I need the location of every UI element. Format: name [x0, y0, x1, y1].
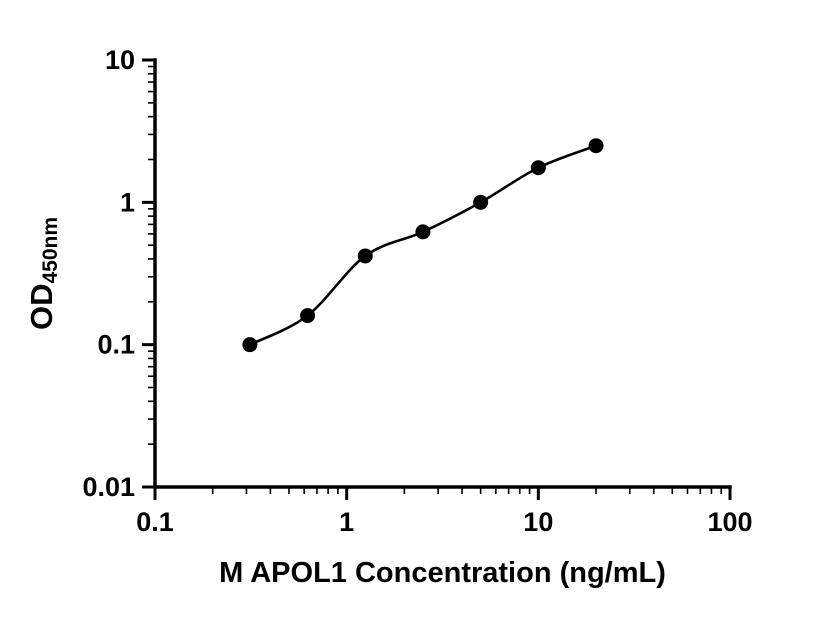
- x-tick-label: 100: [707, 507, 752, 537]
- x-tick-label: 1: [339, 507, 354, 537]
- y-axis-title: OD450nm: [24, 217, 62, 330]
- data-point: [242, 337, 258, 353]
- y-tick-label: 10: [105, 45, 135, 75]
- x-tick-label: 0.1: [136, 507, 174, 537]
- x-tick-label: 10: [523, 507, 553, 537]
- data-point: [473, 194, 489, 210]
- data-point: [357, 248, 373, 264]
- data-point: [300, 308, 316, 324]
- x-axis-title: M APOL1 Concentration (ng/mL): [219, 557, 666, 589]
- y-tick-label: 1: [120, 187, 135, 217]
- data-point: [415, 224, 431, 240]
- y-tick-label: 0.01: [82, 472, 135, 502]
- y-tick-label: 0.1: [97, 330, 135, 360]
- data-point: [588, 138, 604, 154]
- data-point: [530, 160, 546, 176]
